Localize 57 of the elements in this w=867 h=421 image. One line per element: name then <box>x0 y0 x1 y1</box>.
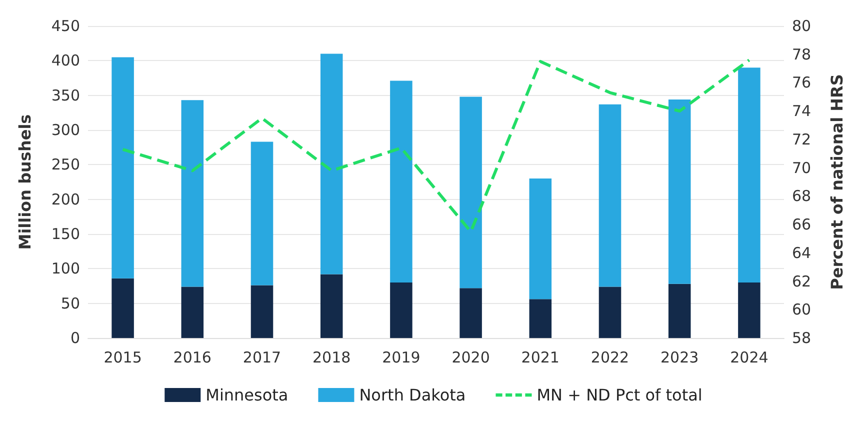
y2-tick-label: 72 <box>792 130 812 148</box>
bar <box>598 286 622 338</box>
legend-label: MN + ND Pct of total <box>536 386 702 404</box>
y2-tick-label: 76 <box>792 74 812 92</box>
bar <box>529 178 552 300</box>
bar <box>112 278 134 338</box>
legend-label: Minnesota <box>206 386 288 404</box>
bar <box>668 99 691 284</box>
legend-label: North Dakota <box>359 386 466 404</box>
y-tick-label: 50 <box>60 294 80 312</box>
y2-tick-label: 64 <box>792 244 812 262</box>
bar <box>181 100 204 287</box>
bar <box>390 282 412 338</box>
y2-tick-label: 80 <box>792 17 812 35</box>
y2-tick-label: 58 <box>792 329 812 347</box>
x-tick-label: 2021 <box>521 348 560 366</box>
y2-axis-title: Percent of national HRS <box>828 74 846 290</box>
y2-tick-label: 78 <box>792 45 812 64</box>
y2-tick-label: 62 <box>792 272 812 290</box>
bar <box>320 274 343 338</box>
x-tick-label: 2022 <box>590 348 630 366</box>
y-axis-title: Million bushels <box>16 114 34 250</box>
y-tick-label: 0 <box>70 329 80 347</box>
bar <box>181 286 204 338</box>
y-tick-label: 300 <box>51 121 80 139</box>
y-tick-label: 100 <box>51 260 80 278</box>
bar <box>738 282 760 338</box>
x-tick-label: 2019 <box>382 348 420 366</box>
bar <box>738 68 760 283</box>
y2-tick-label: 60 <box>792 300 812 319</box>
bar <box>460 288 482 338</box>
bar <box>250 285 274 338</box>
y2-tick-label: 70 <box>792 158 812 177</box>
bar <box>598 104 622 287</box>
y2-tick-label: 66 <box>792 216 812 234</box>
bar <box>112 57 134 278</box>
x-tick-label: 2015 <box>104 348 142 366</box>
y-tick-label: 150 <box>51 225 80 243</box>
y2-tick-label: 74 <box>792 102 812 120</box>
bar <box>529 299 552 338</box>
y2-tick-label: 68 <box>792 187 812 206</box>
y-tick-label: 200 <box>51 190 80 208</box>
y-tick-label: 450 <box>51 17 80 35</box>
x-tick-label: 2024 <box>730 348 768 366</box>
x-tick-label: 2020 <box>452 348 490 366</box>
y-tick-label: 250 <box>51 156 80 174</box>
y-tick-label: 400 <box>51 52 80 70</box>
bar <box>668 284 691 338</box>
x-tick-label: 2017 <box>242 348 282 366</box>
x-tick-label: 2023 <box>660 348 699 366</box>
bar <box>250 142 274 286</box>
y-tick-label: 350 <box>51 86 80 104</box>
x-tick-label: 2016 <box>173 348 212 366</box>
x-tick-label: 2018 <box>312 348 351 366</box>
bar <box>460 96 482 288</box>
bar <box>320 54 343 274</box>
bar <box>390 80 412 283</box>
